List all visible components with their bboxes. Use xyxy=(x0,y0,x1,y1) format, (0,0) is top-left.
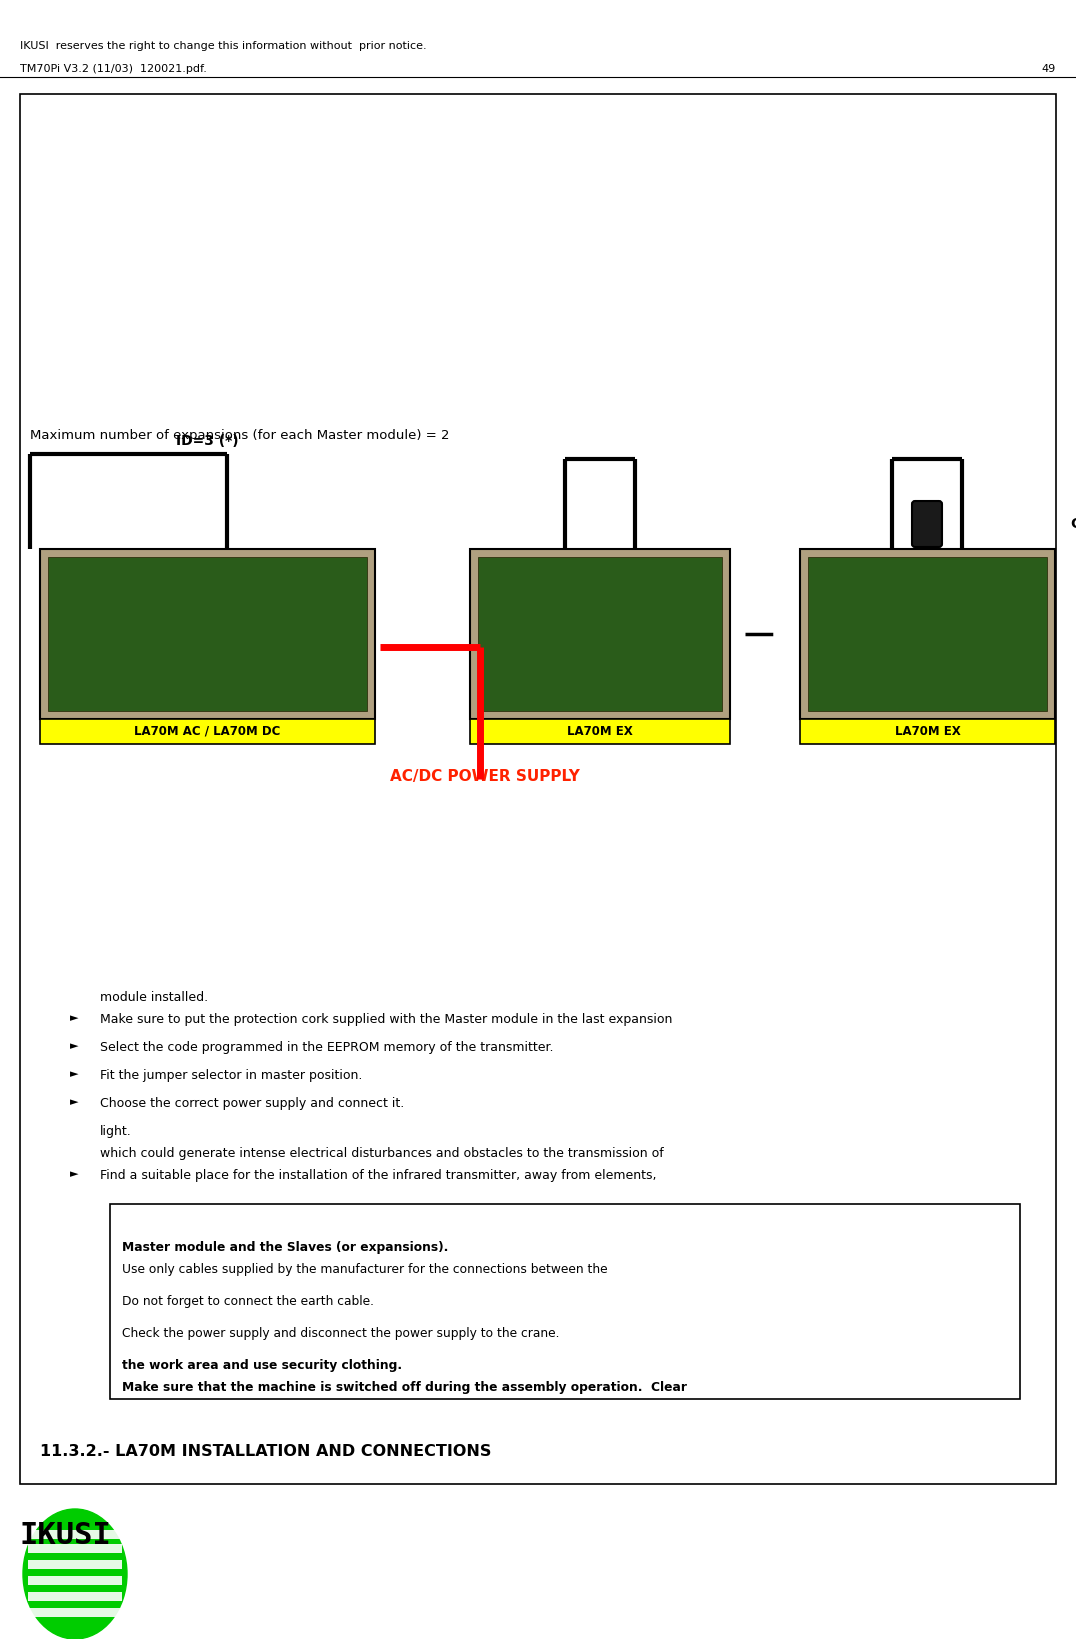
Text: Do not forget to connect the earth cable.: Do not forget to connect the earth cable… xyxy=(122,1295,374,1308)
FancyBboxPatch shape xyxy=(808,557,1047,711)
Text: Maximum number of expansions (for each Master module) = 2: Maximum number of expansions (for each M… xyxy=(30,429,450,443)
Text: 49: 49 xyxy=(1042,64,1056,74)
Text: LA70M AC / LA70M DC: LA70M AC / LA70M DC xyxy=(134,724,281,738)
Text: AC/DC POWER SUPPLY: AC/DC POWER SUPPLY xyxy=(390,769,580,783)
FancyBboxPatch shape xyxy=(478,557,722,711)
Ellipse shape xyxy=(23,1510,127,1639)
Text: TM70Pi V3.2 (11/03)  120021.pdf.: TM70Pi V3.2 (11/03) 120021.pdf. xyxy=(20,64,207,74)
Text: ►: ► xyxy=(70,1041,79,1051)
FancyBboxPatch shape xyxy=(28,1544,122,1552)
Text: Make sure to put the protection cork supplied with the Master module in the last: Make sure to put the protection cork sup… xyxy=(100,1013,672,1026)
FancyBboxPatch shape xyxy=(48,557,367,711)
Text: light.: light. xyxy=(100,1124,131,1137)
Text: Choose the correct power supply and connect it.: Choose the correct power supply and conn… xyxy=(100,1096,405,1110)
FancyBboxPatch shape xyxy=(20,93,1056,1483)
FancyBboxPatch shape xyxy=(40,549,376,720)
Text: Fit the jumper selector in master position.: Fit the jumper selector in master positi… xyxy=(100,1069,363,1082)
Text: Use only cables supplied by the manufacturer for the connections between the: Use only cables supplied by the manufact… xyxy=(122,1264,608,1277)
Text: Make sure that the machine is switched off during the assembly operation.  Clear: Make sure that the machine is switched o… xyxy=(122,1382,686,1395)
Text: Check the power supply and disconnect the power supply to the crane.: Check the power supply and disconnect th… xyxy=(122,1328,560,1341)
FancyBboxPatch shape xyxy=(28,1559,122,1569)
Text: Select the code programmed in the EEPROM memory of the transmitter.: Select the code programmed in the EEPROM… xyxy=(100,1041,553,1054)
FancyBboxPatch shape xyxy=(28,1608,122,1616)
Text: ID=3 (*): ID=3 (*) xyxy=(175,434,238,447)
FancyBboxPatch shape xyxy=(110,1205,1020,1400)
Text: ►: ► xyxy=(70,1169,79,1178)
Text: the work area and use security clothing.: the work area and use security clothing. xyxy=(122,1359,402,1372)
FancyBboxPatch shape xyxy=(799,549,1054,720)
FancyBboxPatch shape xyxy=(28,1575,122,1585)
Text: IKUSI  reserves the right to change this information without  prior notice.: IKUSI reserves the right to change this … xyxy=(20,41,426,51)
Text: which could generate intense electrical disturbances and obstacles to the transm: which could generate intense electrical … xyxy=(100,1147,664,1160)
FancyBboxPatch shape xyxy=(470,549,730,720)
Text: ►: ► xyxy=(70,1069,79,1078)
Text: 11.3.2.- LA70M INSTALLATION AND CONNECTIONS: 11.3.2.- LA70M INSTALLATION AND CONNECTI… xyxy=(40,1444,492,1459)
Text: LA70M EX: LA70M EX xyxy=(567,724,633,738)
FancyBboxPatch shape xyxy=(799,720,1054,744)
Text: module installed.: module installed. xyxy=(100,992,208,1005)
Text: IKUSI: IKUSI xyxy=(20,1521,112,1550)
Text: LA70M EX: LA70M EX xyxy=(894,724,961,738)
Text: ►: ► xyxy=(70,1096,79,1106)
FancyBboxPatch shape xyxy=(28,1529,122,1539)
Text: Find a suitable place for the installation of the infrared transmitter, away fro: Find a suitable place for the installati… xyxy=(100,1169,656,1182)
Text: ►: ► xyxy=(70,1013,79,1023)
FancyBboxPatch shape xyxy=(28,1591,122,1601)
FancyBboxPatch shape xyxy=(470,720,730,744)
FancyBboxPatch shape xyxy=(40,720,376,744)
Text: Master module and the Slaves (or expansions).: Master module and the Slaves (or expansi… xyxy=(122,1241,449,1254)
Text: CORK: CORK xyxy=(1070,516,1076,531)
FancyBboxPatch shape xyxy=(912,502,942,547)
